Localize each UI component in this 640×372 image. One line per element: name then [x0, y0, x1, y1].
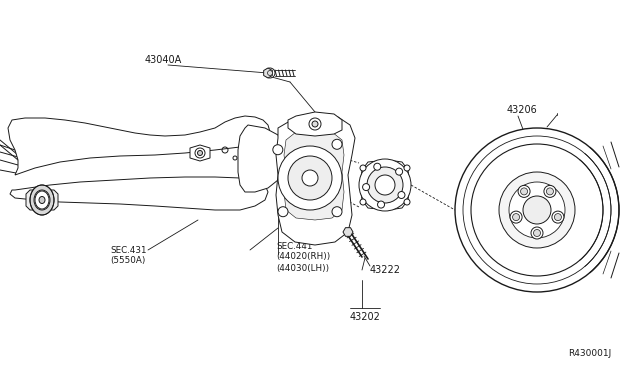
Polygon shape [10, 177, 268, 210]
Circle shape [360, 199, 366, 205]
Circle shape [396, 168, 403, 175]
Circle shape [509, 182, 565, 238]
Text: (5550A): (5550A) [110, 257, 145, 266]
Polygon shape [284, 130, 344, 220]
Text: (44030(LH)): (44030(LH)) [276, 263, 329, 273]
Circle shape [534, 230, 541, 237]
Polygon shape [238, 125, 282, 192]
Circle shape [312, 121, 318, 127]
Ellipse shape [34, 190, 50, 210]
Polygon shape [8, 116, 270, 175]
Ellipse shape [30, 185, 54, 215]
Circle shape [268, 71, 273, 76]
Circle shape [531, 227, 543, 239]
Text: SEC.431: SEC.431 [110, 246, 147, 254]
Circle shape [547, 188, 554, 195]
Text: 43040A: 43040A [145, 55, 182, 65]
Circle shape [288, 156, 332, 200]
Circle shape [332, 207, 342, 217]
Text: SEC.441: SEC.441 [276, 241, 312, 250]
Text: 43222: 43222 [370, 265, 401, 275]
Circle shape [374, 163, 381, 170]
Text: 43202: 43202 [350, 312, 381, 322]
Circle shape [265, 68, 275, 78]
Circle shape [302, 170, 318, 186]
Polygon shape [366, 165, 404, 205]
Circle shape [404, 165, 410, 171]
Circle shape [499, 172, 575, 248]
Text: R430001J: R430001J [568, 349, 611, 357]
Polygon shape [288, 112, 342, 136]
Circle shape [518, 185, 530, 198]
Circle shape [359, 159, 411, 211]
Circle shape [278, 146, 342, 210]
Circle shape [375, 175, 395, 195]
Circle shape [367, 167, 403, 203]
Circle shape [455, 128, 619, 292]
Circle shape [363, 184, 370, 190]
Circle shape [378, 201, 385, 208]
Circle shape [544, 185, 556, 198]
Circle shape [398, 192, 405, 199]
Circle shape [273, 145, 283, 155]
Polygon shape [276, 115, 355, 245]
Circle shape [513, 214, 520, 221]
Circle shape [278, 207, 288, 217]
Ellipse shape [39, 196, 45, 203]
Polygon shape [343, 228, 353, 236]
Circle shape [523, 196, 551, 224]
Text: (44020(RH)): (44020(RH)) [276, 253, 330, 262]
Circle shape [554, 214, 561, 221]
Text: 43206: 43206 [507, 105, 538, 115]
Circle shape [404, 199, 410, 205]
Polygon shape [264, 68, 273, 78]
Circle shape [552, 211, 564, 223]
Circle shape [332, 139, 342, 149]
Circle shape [510, 211, 522, 223]
Circle shape [198, 151, 202, 155]
Polygon shape [26, 190, 58, 210]
Circle shape [309, 118, 321, 130]
Polygon shape [190, 145, 210, 161]
Circle shape [520, 188, 527, 195]
Circle shape [360, 165, 366, 171]
Polygon shape [360, 160, 410, 210]
